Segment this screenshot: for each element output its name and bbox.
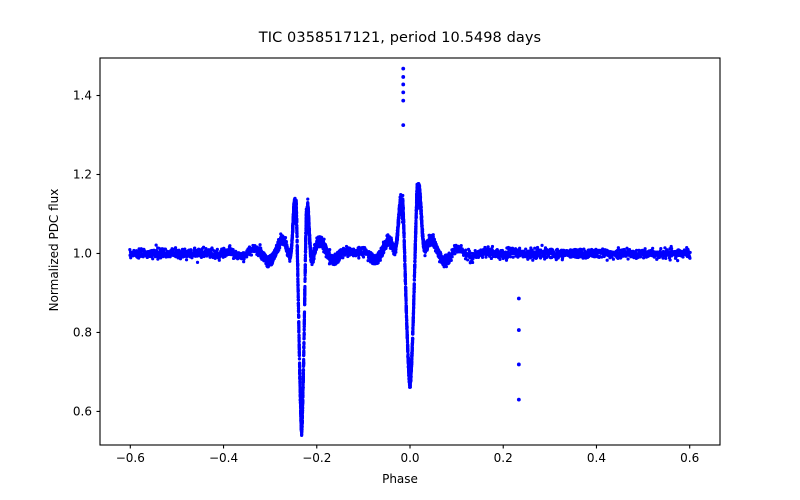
scatter-points [128,182,692,437]
x-tick-label: −0.2 [302,451,331,465]
y-tick-label: 1.0 [73,247,92,261]
x-tick-label: 0.6 [680,451,699,465]
x-tick-label: −0.4 [209,451,238,465]
x-axis-label: Phase [382,472,418,486]
outlier-points [401,66,521,402]
y-tick-label: 0.8 [73,326,92,340]
y-tick-label: 1.4 [73,89,92,103]
axis-ticks: −0.6 −0.4 −0.2 0.0 0.2 0.4 0.6 0.6 0.8 1.0 1.2 1.4 [73,89,699,465]
y-tick-label: 1.2 [73,168,92,182]
chart-title: TIC 0358517121, period 10.5498 days [258,30,542,46]
x-tick-label: 0.2 [494,451,513,465]
y-axis-label: Normalized PDC flux [47,188,61,312]
x-tick-label: −0.6 [116,451,145,465]
x-tick-label: 0.0 [400,451,419,465]
y-tick-label: 0.6 [73,405,92,419]
x-tick-label: 0.4 [587,451,606,465]
